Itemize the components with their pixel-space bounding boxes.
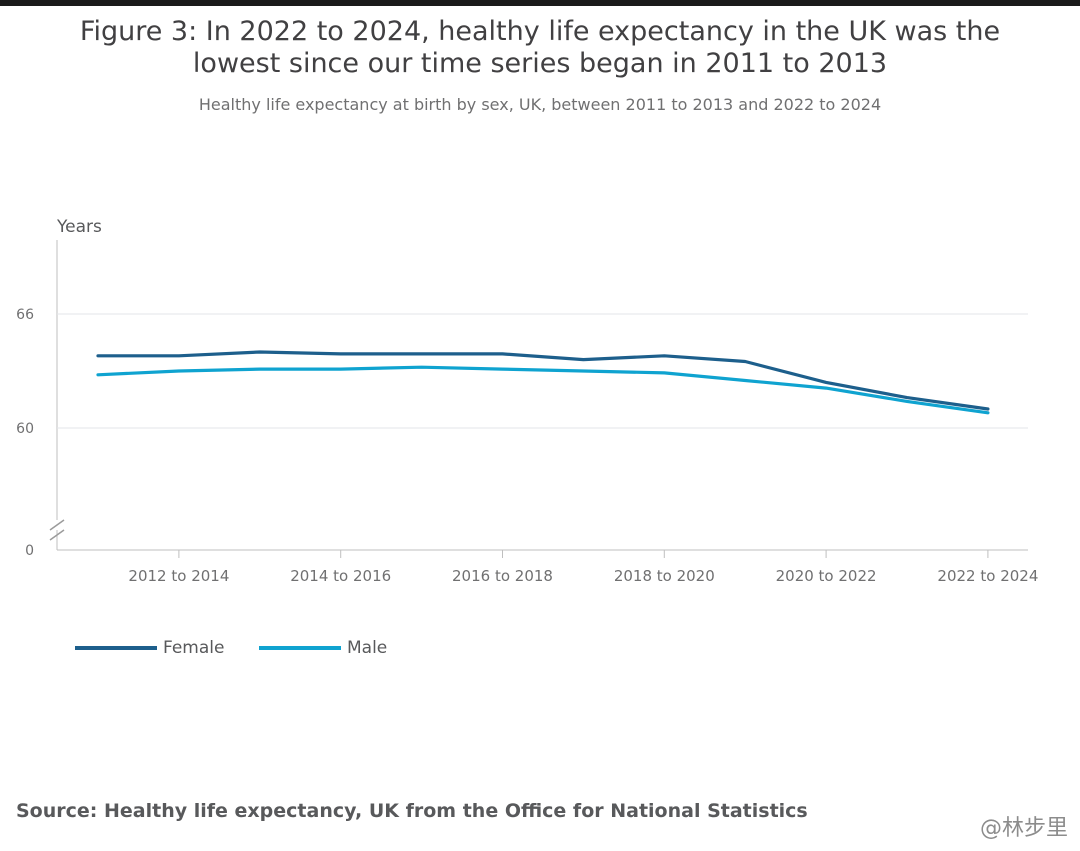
x-tick-label: 2012 to 2014 (128, 567, 229, 585)
axis-break-mark (49, 519, 65, 531)
x-tick-label: 2020 to 2022 (776, 567, 877, 585)
series-line-female (96, 350, 990, 411)
series-line-male (96, 365, 990, 415)
legend-label-female: Female (163, 638, 225, 658)
y-axis-label: Years (56, 217, 102, 237)
source-note: Source: Healthy life expectancy, UK from… (16, 800, 808, 822)
x-tick-label: 2014 to 2016 (290, 567, 391, 585)
watermark: @林步里 (979, 816, 1068, 841)
legend-item-male: Male (259, 638, 387, 658)
x-tick-label: 2016 to 2018 (452, 567, 553, 585)
x-tick-label: 2022 to 2024 (937, 567, 1038, 585)
chart-title: Figure 3: In 2022 to 2024, healthy life … (79, 16, 1001, 79)
line-chart: Years 0 60 66 2012 to 2014 2014 to 2016 2016 t… (16, 217, 1038, 585)
axis-break-mark (49, 529, 65, 541)
legend-label-male: Male (347, 638, 388, 658)
top-border (0, 0, 1080, 6)
legend-swatch-male (259, 646, 341, 650)
y-tick-label: 0 (25, 543, 34, 559)
legend-item-female: Female (75, 638, 224, 658)
x-tick-label: 2018 to 2020 (614, 567, 715, 585)
y-tick-label: 60 (16, 421, 34, 437)
y-tick-label: 66 (16, 307, 34, 323)
legend-swatch-female (75, 646, 157, 650)
chart-subtitle: Healthy life expectancy at birth by sex,… (198, 95, 882, 114)
